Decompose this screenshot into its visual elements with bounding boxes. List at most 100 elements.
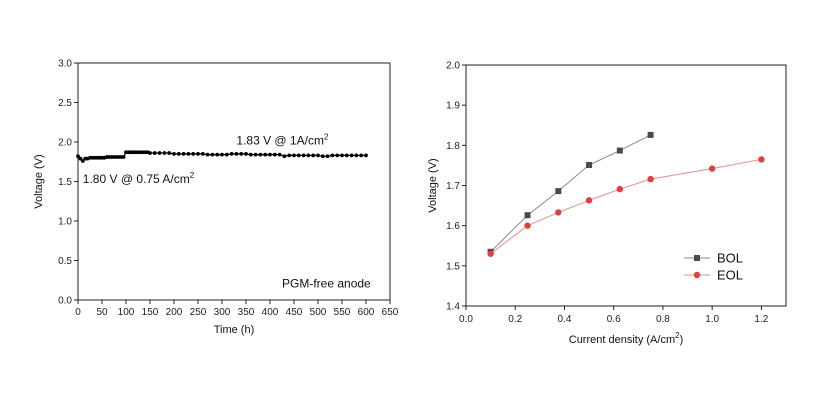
data-point <box>239 151 244 156</box>
data-point-eol <box>647 175 654 183</box>
data-point <box>292 153 296 158</box>
polarization-chart: 0.0 0.2 0.4 0.6 0.8 1.0 1.2 1.4 1.5 1.6 1.7 1.8 1.9 2… <box>427 61 787 346</box>
data-point <box>181 151 186 156</box>
legend-marker-eol <box>693 271 701 279</box>
data-point-bol <box>524 212 531 219</box>
y-tick-label: 2.0 <box>446 61 460 72</box>
data-point <box>316 153 320 158</box>
x-tick-label: 100 <box>118 307 135 318</box>
data-point <box>121 155 126 159</box>
x-tick-label: 0.0 <box>459 314 473 325</box>
data-point <box>311 153 316 158</box>
y-tick-label: 1.5 <box>58 177 72 188</box>
x-tick-label: 0.8 <box>656 314 670 325</box>
data-point <box>200 151 205 156</box>
data-point-bol <box>555 188 562 195</box>
data-point <box>359 153 364 158</box>
data-point <box>340 153 344 158</box>
data-point-eol <box>487 250 494 257</box>
data-point <box>224 152 229 157</box>
y-tick-label: 0.5 <box>58 256 72 267</box>
x-tick-label: 0 <box>75 307 81 318</box>
x-axis-title-main: Current density (A/cm <box>569 334 675 346</box>
legend-marker-bol <box>694 255 700 261</box>
data-point <box>349 153 354 158</box>
x-tick-label: 300 <box>214 307 231 318</box>
data-point <box>162 151 167 155</box>
x-tick-label: 600 <box>358 307 375 318</box>
data-point <box>268 152 272 157</box>
data-point <box>287 153 292 158</box>
data-point <box>167 151 172 155</box>
data-point <box>263 152 268 157</box>
annotation-1-sup: 2 <box>190 171 195 180</box>
data-point-eol <box>708 165 716 172</box>
data-point <box>215 152 220 157</box>
y-tick-label: 2.0 <box>58 138 72 149</box>
annotation-0: 1.83 V @ 1A/cm2 <box>236 132 329 147</box>
data-point <box>258 152 263 157</box>
data-point <box>157 151 162 155</box>
x-tick-label: 400 <box>262 307 279 318</box>
x-axis-title: Time (h) <box>214 324 255 336</box>
data-point <box>186 151 191 156</box>
x-axis-title-end: ) <box>680 334 684 346</box>
y-tick-label: 0.0 <box>58 296 72 307</box>
data-point <box>176 151 181 156</box>
x-tick-label: 0.6 <box>607 314 621 325</box>
data-point-eol <box>524 222 531 229</box>
time-series-chart: 0 50 100 150 200 250 300 350 400 450 500 550 600 650 0… <box>33 59 399 337</box>
data-point <box>325 154 330 159</box>
y-tick-label: 3.0 <box>58 59 72 70</box>
x-tick-label: 1.2 <box>754 314 768 325</box>
y-tick-label: 1.0 <box>58 217 72 228</box>
data-point <box>78 156 83 161</box>
data-point-bol <box>586 162 593 169</box>
data-point <box>306 153 311 158</box>
data-point <box>272 152 277 157</box>
x-tick-label: 650 <box>382 307 399 318</box>
data-point <box>344 153 349 158</box>
y-tick-label: 1.7 <box>446 181 460 192</box>
data-point <box>196 151 200 156</box>
y-tick-label: 2.5 <box>58 98 72 109</box>
data-point <box>296 153 301 158</box>
data-point <box>354 153 359 158</box>
data-point <box>244 151 248 156</box>
annotation-2-main: PGM-free anode <box>282 276 371 290</box>
x-tick-label: 350 <box>238 307 255 318</box>
data-point-eol <box>555 209 562 216</box>
x-tick-label: 1.0 <box>705 314 719 325</box>
data-point-bol <box>616 147 623 154</box>
x-tick-label: 50 <box>96 307 108 318</box>
data-point-bol <box>647 131 654 138</box>
data-point <box>76 154 80 159</box>
data-point <box>320 154 325 159</box>
data-point <box>148 151 152 155</box>
data-point <box>282 154 287 159</box>
annotation-1: 1.80 V @ 0.75 A/cm2 <box>83 171 195 186</box>
data-point <box>364 153 368 158</box>
x-axis-title: Current density (A/cm2) <box>569 331 684 346</box>
data-point <box>172 151 176 156</box>
x-tick-label: 550 <box>334 307 351 318</box>
data-point <box>277 152 282 157</box>
data-point-eol <box>585 197 593 204</box>
data-point <box>335 153 340 158</box>
y-tick-label: 1.4 <box>446 302 460 313</box>
x-tick-label: 0.2 <box>508 314 522 325</box>
x-tick-label: 250 <box>190 307 207 318</box>
y-tick-label: 1.6 <box>446 221 460 232</box>
legend-label-eol: EOL <box>717 268 743 283</box>
data-point <box>253 152 258 157</box>
y-tick-label: 1.8 <box>446 141 460 152</box>
series-line-eol <box>490 158 762 255</box>
data-point <box>210 152 215 157</box>
x-tick-label: 500 <box>310 307 327 318</box>
data-point <box>229 151 234 156</box>
data-point <box>152 151 157 155</box>
y-axis-title: Voltage (V) <box>33 154 45 208</box>
y-axis-title: Voltage (V) <box>427 158 439 212</box>
y-tick-label: 1.9 <box>446 101 460 112</box>
